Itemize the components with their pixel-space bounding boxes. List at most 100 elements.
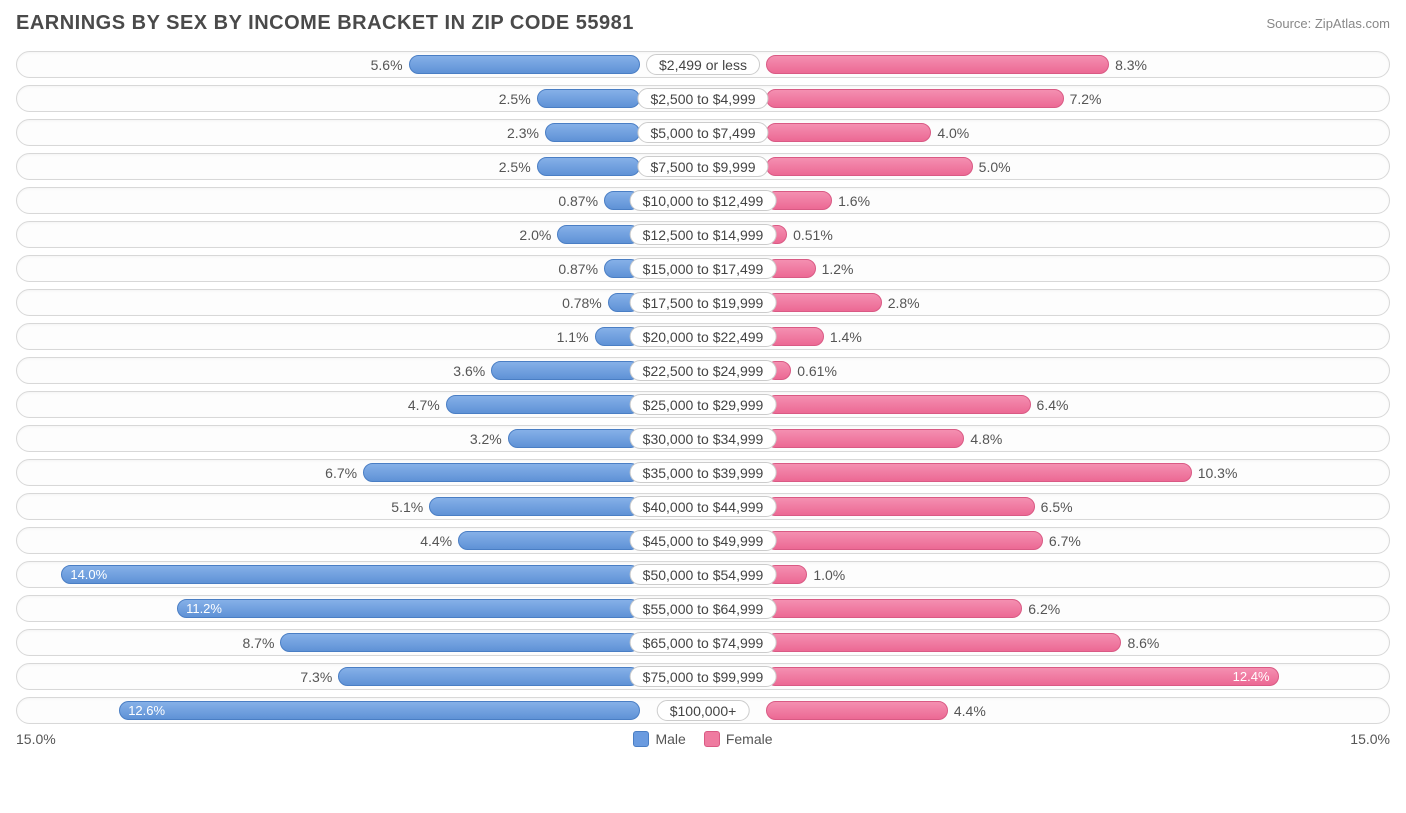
male-value-label: 1.1% (557, 324, 595, 349)
female-value-label: 4.8% (964, 426, 1002, 451)
category-label: $10,000 to $12,499 (630, 190, 777, 211)
chart-row: 4.7% 6.4% $25,000 to $29,999 (16, 391, 1390, 418)
diverging-bar-chart: 5.6%8.3%$2,499 or less 2.5%7.2%$2,500 to … (16, 51, 1390, 724)
male-value-label: 6.7% (325, 460, 363, 485)
female-value-label: 4.0% (931, 120, 969, 145)
male-value-label: 2.5% (499, 154, 537, 179)
chart-row: 4.4%6.7%$45,000 to $49,999 (16, 527, 1390, 554)
chart-row: 1.1%1.4%$20,000 to $22,499 (16, 323, 1390, 350)
male-value-label: 4.7% (408, 392, 446, 417)
male-swatch-icon (633, 731, 649, 747)
female-bar (766, 531, 1043, 550)
chart-title: EARNINGS BY SEX BY INCOME BRACKET IN ZIP… (16, 12, 634, 35)
female-value-label: 0.61% (791, 358, 837, 383)
category-label: $30,000 to $34,999 (630, 428, 777, 449)
female-bar (766, 429, 964, 448)
category-label: $75,000 to $99,999 (630, 666, 777, 687)
legend-label-male: Male (655, 731, 685, 747)
female-bar: 12.4% (766, 667, 1279, 686)
category-label: $35,000 to $39,999 (630, 462, 777, 483)
male-bar (508, 429, 640, 448)
male-bar (446, 395, 640, 414)
female-bar (766, 701, 948, 720)
category-label: $22,500 to $24,999 (630, 360, 777, 381)
category-label: $5,000 to $7,499 (637, 122, 768, 143)
female-bar (766, 633, 1121, 652)
chart-source: Source: ZipAtlas.com (1266, 16, 1390, 31)
male-bar: 11.2% (177, 599, 640, 618)
chart-header: EARNINGS BY SEX BY INCOME BRACKET IN ZIP… (16, 12, 1390, 35)
male-value-label: 7.3% (300, 664, 338, 689)
legend-label-female: Female (726, 731, 773, 747)
female-value-label: 6.7% (1043, 528, 1081, 553)
male-value-label: 12.6% (128, 702, 165, 719)
female-value-label: 1.2% (816, 256, 854, 281)
female-value-label: 6.4% (1031, 392, 1069, 417)
male-bar (545, 123, 640, 142)
female-bar (766, 463, 1192, 482)
chart-footer: 15.0% Male Female 15.0% (16, 731, 1390, 747)
female-value-label: 8.3% (1109, 52, 1147, 77)
category-label: $100,000+ (657, 700, 750, 721)
male-value-label: 3.2% (470, 426, 508, 451)
male-value-label: 11.2% (186, 600, 222, 617)
female-value-label: 0.51% (787, 222, 833, 247)
category-label: $17,500 to $19,999 (630, 292, 777, 313)
female-bar (766, 599, 1022, 618)
female-value-label: 7.2% (1064, 86, 1102, 111)
male-bar: 12.6% (119, 701, 640, 720)
category-label: $15,000 to $17,499 (630, 258, 777, 279)
legend: Male Female (633, 731, 772, 747)
chart-row: 0.87% 1.6% $10,000 to $12,499 (16, 187, 1390, 214)
female-value-label: 8.6% (1121, 630, 1159, 655)
male-value-label: 8.7% (242, 630, 280, 655)
female-value-label: 6.5% (1035, 494, 1073, 519)
male-value-label: 0.87% (558, 188, 604, 213)
male-bar: 14.0% (61, 565, 640, 584)
female-bar (766, 55, 1109, 74)
female-value-label: 5.0% (973, 154, 1011, 179)
female-bar (766, 497, 1035, 516)
female-swatch-icon (704, 731, 720, 747)
category-label: $50,000 to $54,999 (630, 564, 777, 585)
male-value-label: 0.87% (558, 256, 604, 281)
category-label: $65,000 to $74,999 (630, 632, 777, 653)
chart-row: 5.1%6.5%$40,000 to $44,999 (16, 493, 1390, 520)
male-bar (280, 633, 640, 652)
male-bar (429, 497, 640, 516)
female-value-label: 1.6% (832, 188, 870, 213)
chart-row: 2.0%0.51%$12,500 to $14,999 (16, 221, 1390, 248)
female-value-label: 10.3% (1192, 460, 1238, 485)
category-label: $40,000 to $44,999 (630, 496, 777, 517)
chart-row: 12.6%4.4%$100,000+ (16, 697, 1390, 724)
male-bar (458, 531, 640, 550)
chart-row: 2.3% 4.0% $5,000 to $7,499 (16, 119, 1390, 146)
category-label: $55,000 to $64,999 (630, 598, 777, 619)
male-bar (363, 463, 640, 482)
female-bar (766, 395, 1031, 414)
axis-max-left: 15.0% (16, 731, 56, 747)
male-bar (409, 55, 640, 74)
female-bar (766, 293, 882, 312)
chart-row: 5.6%8.3%$2,499 or less (16, 51, 1390, 78)
female-value-label: 12.4% (1233, 668, 1270, 685)
chart-row: 7.3% 12.4% $75,000 to $99,999 (16, 663, 1390, 690)
chart-row: 3.6%0.61%$22,500 to $24,999 (16, 357, 1390, 384)
chart-row: 2.5%7.2%$2,500 to $4,999 (16, 85, 1390, 112)
male-value-label: 2.3% (507, 120, 545, 145)
male-bar (491, 361, 640, 380)
legend-item-male: Male (633, 731, 685, 747)
category-label: $25,000 to $29,999 (630, 394, 777, 415)
chart-row: 3.2% 4.8% $30,000 to $34,999 (16, 425, 1390, 452)
male-bar (557, 225, 640, 244)
female-value-label: 1.4% (824, 324, 862, 349)
female-bar (766, 89, 1064, 108)
legend-item-female: Female (704, 731, 773, 747)
chart-row: 14.0%1.0%$50,000 to $54,999 (16, 561, 1390, 588)
chart-row: 0.78%2.8%$17,500 to $19,999 (16, 289, 1390, 316)
chart-row: 6.7% 10.3% $35,000 to $39,999 (16, 459, 1390, 486)
chart-row: 8.7% 8.6% $65,000 to $74,999 (16, 629, 1390, 656)
female-bar (766, 157, 973, 176)
female-value-label: 6.2% (1022, 596, 1060, 621)
category-label: $45,000 to $49,999 (630, 530, 777, 551)
